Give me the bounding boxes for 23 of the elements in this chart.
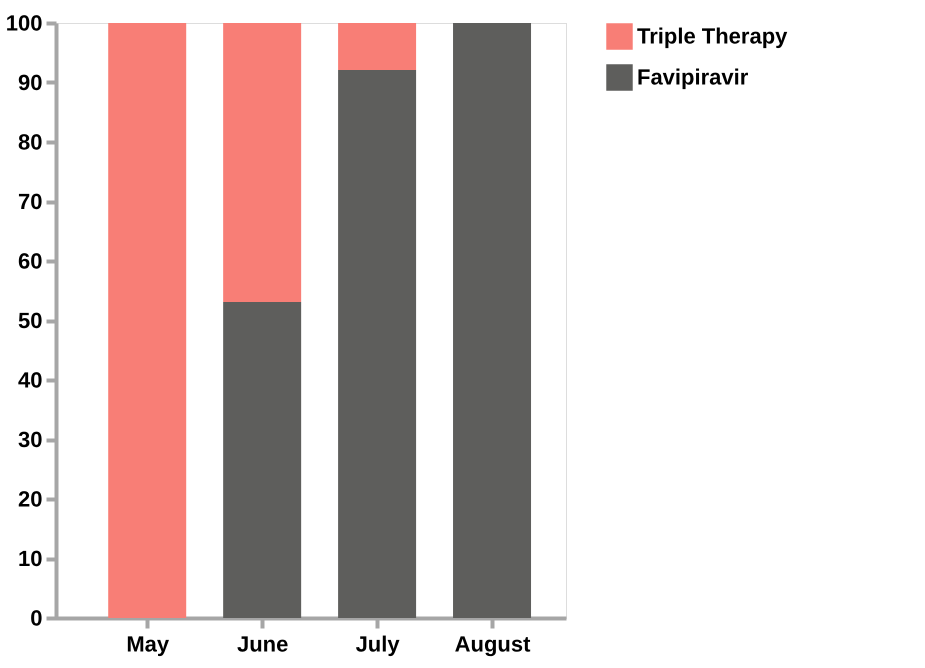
legend-label: Triple Therapy	[637, 24, 788, 48]
bar	[338, 23, 416, 70]
y-tick-label: 30	[18, 427, 42, 452]
y-tick-label: 70	[18, 189, 42, 214]
y-tick-label: 40	[18, 368, 42, 392]
y-tick-label: 20	[18, 486, 42, 512]
y-tick-label: 50	[18, 308, 42, 333]
y-tick-label: 10	[18, 546, 42, 571]
bar	[108, 23, 186, 618]
bar	[223, 23, 302, 302]
x-tick-label: July	[356, 632, 400, 656]
y-tick-label: 0	[30, 606, 42, 630]
y-tick-label: 60	[18, 248, 42, 274]
y-tick-label: 80	[18, 130, 42, 154]
y-tick-label: 90	[18, 70, 42, 95]
y-tick-label: 100	[6, 10, 42, 36]
bar	[453, 23, 532, 618]
x-tick-label: May	[126, 632, 170, 656]
legend-label: Favipiravir	[637, 64, 749, 90]
x-tick-label: August	[454, 632, 532, 656]
bar	[223, 302, 302, 618]
x-tick-label: June	[236, 632, 288, 656]
bar	[338, 70, 416, 618]
